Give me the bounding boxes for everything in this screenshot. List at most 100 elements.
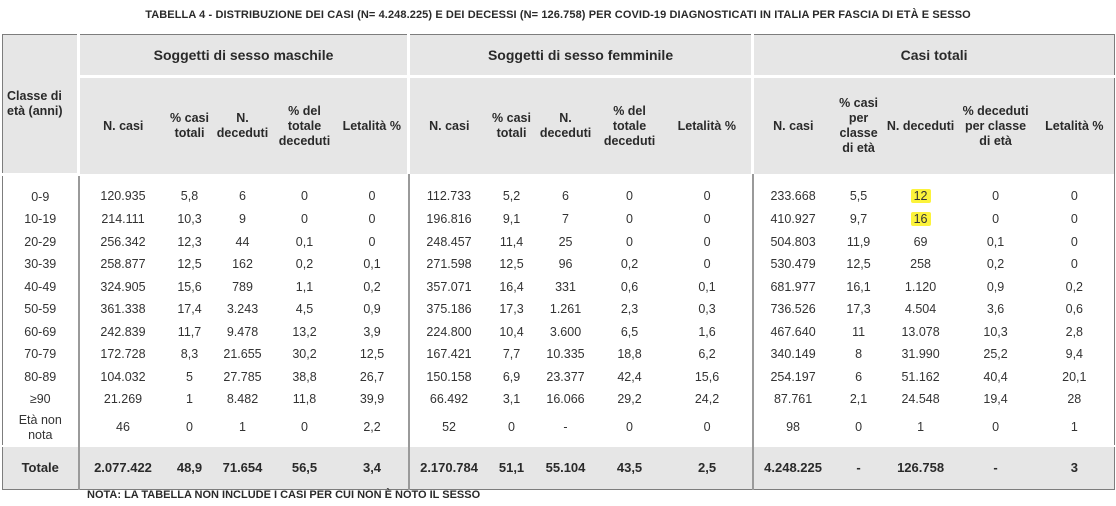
- data-cell: 0: [368, 234, 376, 249]
- data-cell: 0: [368, 212, 376, 227]
- table-note: NOTA: LA TABELLA NON INCLUDE I CASI PER …: [87, 489, 481, 501]
- data-cell: 21.655: [223, 347, 262, 362]
- data-cell: 69: [913, 234, 928, 249]
- totals-row: Totale 2.077.422 48,9 71.654 56,5 3,4 2.170.78…: [2, 444, 1115, 489]
- age-class-cell: 60-69: [24, 324, 57, 339]
- data-cell: 0,1: [986, 234, 1005, 249]
- data-cell: 8: [855, 347, 863, 362]
- data-cell: 17,4: [177, 302, 202, 317]
- header-age: Classe di età (anni): [2, 34, 79, 176]
- data-cell: -: [563, 420, 568, 434]
- data-cell: 30,2: [292, 347, 317, 362]
- data-cell: 8.482: [226, 392, 259, 407]
- data-cell: 0,3: [698, 302, 716, 317]
- data-cell: 214.111: [77, 208, 167, 231]
- data-cell: 24.548: [901, 392, 940, 407]
- data-cell: 98: [751, 410, 833, 446]
- data-cell: 38,8: [292, 369, 317, 384]
- data-cell: 0,1: [295, 234, 314, 249]
- header-n-deceduti: N. deceduti: [884, 76, 957, 174]
- data-cell: 15,6: [177, 279, 202, 294]
- data-cell: 0: [992, 189, 1000, 203]
- data-cell: 51.162: [901, 369, 940, 384]
- table-row: 40-49 324.905 15,6 789 1,1 0,2 357.071 16,4 331 0…: [3, 275, 1115, 298]
- data-cell: 224.800: [407, 320, 489, 343]
- data-cell: 4.504: [904, 302, 937, 317]
- data-cell: 0: [626, 212, 633, 227]
- age-class-cell: 30-39: [24, 257, 57, 272]
- data-cell: 13,2: [292, 324, 317, 339]
- data-cell: 331: [555, 279, 576, 294]
- data-cell: 16: [885, 208, 957, 231]
- data-cell: 167.421: [407, 343, 489, 366]
- header-pct-deceduti: % del totale deceduti: [272, 76, 337, 174]
- data-cell: 271.598: [407, 253, 489, 276]
- table-row: 70-79 172.728 8,3 21.655 30,2 12,5 167.421 7,7 1…: [3, 343, 1115, 366]
- data-cell: 248.457: [407, 230, 489, 253]
- header-n-casi: N. casi: [407, 76, 489, 174]
- data-cell: 40,4: [983, 369, 1008, 384]
- data-cell: 162: [232, 257, 253, 272]
- data-cell: 0: [992, 212, 1000, 227]
- data-cell: 13.078: [901, 324, 940, 339]
- data-cell: 0: [186, 420, 193, 434]
- data-cell: 0,6: [1065, 302, 1084, 317]
- data-cell: 7,7: [502, 347, 521, 362]
- totals-label: Totale: [2, 444, 79, 489]
- group-male: Soggetti di sesso maschile: [76, 34, 409, 78]
- table-row: 0-9 120.935 5,8 6 0 0 112.733 5,2 6 0 0 233.668 5,5 1…: [3, 174, 1115, 208]
- data-cell: 0: [1070, 212, 1078, 227]
- table-row: 50-59 361.338 17,4 3.243 4,5 0,9 375.186 17,3 1.…: [3, 298, 1115, 321]
- data-cell: 6,5: [620, 324, 639, 339]
- data-cell: 11,9: [846, 234, 871, 249]
- data-cell: 410.927: [751, 208, 833, 231]
- data-cell: 21.269: [77, 388, 167, 411]
- data-cell: 12,5: [499, 257, 524, 272]
- data-cell: 0: [703, 257, 711, 272]
- total-cell: -: [832, 444, 885, 489]
- data-cell: 1,1: [295, 279, 314, 294]
- total-cell: 3,4: [336, 444, 409, 489]
- data-cell: 3.243: [226, 302, 259, 317]
- data-cell: 196.816: [407, 208, 489, 231]
- data-cell: 104.032: [77, 365, 167, 388]
- header-pct-casi: % casi totali: [166, 76, 213, 174]
- data-cell: 17,3: [846, 302, 871, 317]
- data-cell: 10.335: [546, 347, 585, 362]
- data-cell: 258: [910, 257, 931, 272]
- data-cell: 20,1: [1062, 369, 1087, 384]
- data-cell: 0: [508, 420, 515, 434]
- data-cell: 3,6: [986, 302, 1005, 317]
- header-pct-deceduti-classe: % deceduti per classe di età: [956, 76, 1035, 174]
- age-class-cell: 10-19: [24, 212, 57, 227]
- data-cell: 23.377: [546, 369, 585, 384]
- data-cell: 39,9: [359, 392, 385, 407]
- data-cell: 42,4: [617, 369, 642, 384]
- header-n-deceduti: N. deceduti: [534, 76, 597, 174]
- data-cell: 17,3: [499, 302, 524, 317]
- data-cell: 9,7: [849, 212, 868, 227]
- data-cell: 361.338: [77, 298, 167, 321]
- data-cell: 1: [186, 392, 193, 407]
- data-cell: 9,1: [502, 212, 521, 227]
- data-cell: 11: [852, 324, 866, 339]
- data-cell: 0: [301, 420, 308, 434]
- highlighted-value: 16: [910, 212, 931, 227]
- group-female: Soggetti di sesso femminile: [407, 34, 753, 78]
- table-row: 10-19 214.111 10,3 9 0 0 196.816 9,1 7 0 0 410.927 9…: [3, 208, 1115, 231]
- data-cell: 0: [1070, 234, 1078, 249]
- total-cell: 55.104: [534, 444, 597, 489]
- data-cell: 467.640: [751, 320, 833, 343]
- data-cell: 12,5: [846, 257, 871, 272]
- data-cell: 0,9: [363, 302, 381, 317]
- age-class-cell: 80-89: [24, 369, 57, 384]
- data-cell: 254.197: [751, 365, 833, 388]
- data-cell: 25: [558, 234, 573, 249]
- data-cell: 12: [885, 174, 957, 208]
- data-cell: 324.905: [77, 275, 167, 298]
- data-cell: 16,1: [846, 279, 871, 294]
- age-class-cell: 50-59: [24, 302, 57, 317]
- data-cell: 2,8: [1065, 324, 1084, 339]
- table-row: ≥90 21.269 1 8.482 11,8 39,9 66.492 3,1 16.066 29…: [3, 388, 1115, 411]
- data-cell: 6: [855, 369, 863, 384]
